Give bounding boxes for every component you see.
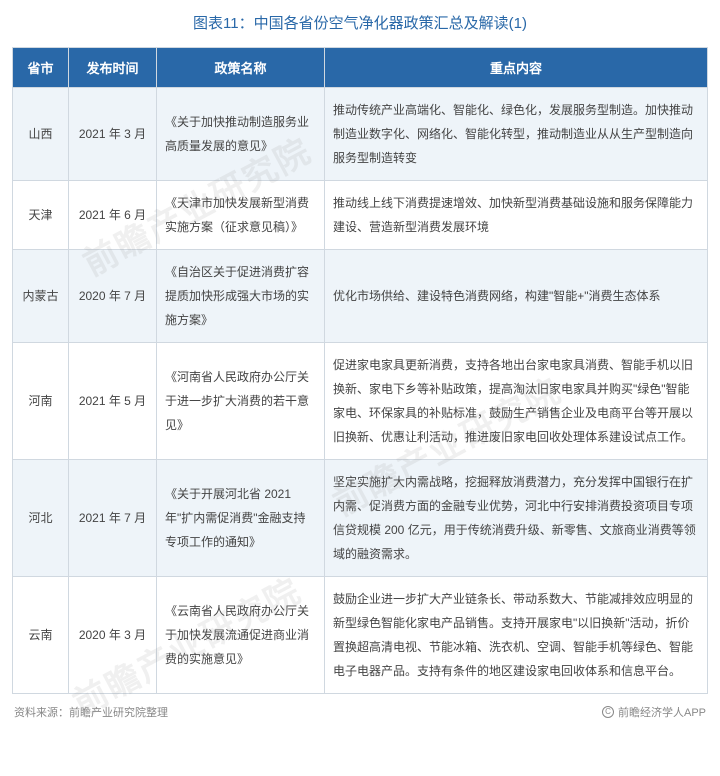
cell-date: 2020 年 3 月 bbox=[69, 577, 157, 694]
col-header-date: 发布时间 bbox=[69, 48, 157, 88]
cell-province: 山西 bbox=[13, 88, 69, 181]
table-row: 内蒙古2020 年 7 月《自治区关于促进消费扩容提质加快形成强大市场的实施方案… bbox=[13, 250, 708, 343]
copyright-icon: C bbox=[602, 706, 614, 718]
cell-date: 2021 年 7 月 bbox=[69, 460, 157, 577]
cell-date: 2021 年 3 月 bbox=[69, 88, 157, 181]
copyright-text: 前瞻经济学人APP bbox=[618, 704, 706, 720]
chart-title: 图表11：中国各省份空气净化器政策汇总及解读(1) bbox=[0, 0, 720, 47]
cell-content: 坚定实施扩大内需战略，挖掘释放消费潜力，充分发挥中国银行在扩内需、促消费方面的金… bbox=[325, 460, 708, 577]
cell-content: 鼓励企业进一步扩大产业链条长、带动系数大、节能减排效应明显的新型绿色智能化家电产… bbox=[325, 577, 708, 694]
cell-content: 促进家电家具更新消费，支持各地出台家电家具消费、智能手机以旧换新、家电下乡等补贴… bbox=[325, 343, 708, 460]
cell-date: 2020 年 7 月 bbox=[69, 250, 157, 343]
cell-content: 推动线上线下消费提速增效、加快新型消费基础设施和服务保障能力建设、营造新型消费发… bbox=[325, 181, 708, 250]
cell-province: 天津 bbox=[13, 181, 69, 250]
cell-content: 优化市场供给、建设特色消费网络，构建"智能+"消费生态体系 bbox=[325, 250, 708, 343]
col-header-policy: 政策名称 bbox=[157, 48, 325, 88]
table-row: 云南2020 年 3 月《云南省人民政府办公厅关于加快发展流通促进商业消费的实施… bbox=[13, 577, 708, 694]
table-row: 天津2021 年 6 月《天津市加快发展新型消费实施方案（征求意见稿）》推动线上… bbox=[13, 181, 708, 250]
table-header-row: 省市 发布时间 政策名称 重点内容 bbox=[13, 48, 708, 88]
cell-date: 2021 年 6 月 bbox=[69, 181, 157, 250]
footer: 资料来源：前瞻产业研究院整理 C 前瞻经济学人APP bbox=[0, 694, 720, 728]
cell-province: 云南 bbox=[13, 577, 69, 694]
col-header-content: 重点内容 bbox=[325, 48, 708, 88]
cell-policy: 《河南省人民政府办公厅关于进一步扩大消费的若干意见》 bbox=[157, 343, 325, 460]
cell-policy: 《自治区关于促进消费扩容提质加快形成强大市场的实施方案》 bbox=[157, 250, 325, 343]
table-row: 河南2021 年 5 月《河南省人民政府办公厅关于进一步扩大消费的若干意见》促进… bbox=[13, 343, 708, 460]
table-row: 河北2021 年 7 月《关于开展河北省 2021 年"扩内需促消费"金融支持专… bbox=[13, 460, 708, 577]
cell-province: 河北 bbox=[13, 460, 69, 577]
cell-policy: 《云南省人民政府办公厅关于加快发展流通促进商业消费的实施意见》 bbox=[157, 577, 325, 694]
col-header-province: 省市 bbox=[13, 48, 69, 88]
data-source: 资料来源：前瞻产业研究院整理 bbox=[14, 704, 168, 720]
cell-policy: 《关于开展河北省 2021 年"扩内需促消费"金融支持专项工作的通知》 bbox=[157, 460, 325, 577]
copyright: C 前瞻经济学人APP bbox=[602, 704, 706, 720]
policy-table: 省市 发布时间 政策名称 重点内容 山西2021 年 3 月《关于加快推动制造服… bbox=[12, 47, 708, 694]
cell-content: 推动传统产业高端化、智能化、绿色化，发展服务型制造。加快推动制造业数字化、网络化… bbox=[325, 88, 708, 181]
cell-province: 河南 bbox=[13, 343, 69, 460]
table-row: 山西2021 年 3 月《关于加快推动制造服务业高质量发展的意见》推动传统产业高… bbox=[13, 88, 708, 181]
policy-table-container: 省市 发布时间 政策名称 重点内容 山西2021 年 3 月《关于加快推动制造服… bbox=[0, 47, 720, 694]
cell-policy: 《关于加快推动制造服务业高质量发展的意见》 bbox=[157, 88, 325, 181]
cell-policy: 《天津市加快发展新型消费实施方案（征求意见稿）》 bbox=[157, 181, 325, 250]
cell-date: 2021 年 5 月 bbox=[69, 343, 157, 460]
cell-province: 内蒙古 bbox=[13, 250, 69, 343]
